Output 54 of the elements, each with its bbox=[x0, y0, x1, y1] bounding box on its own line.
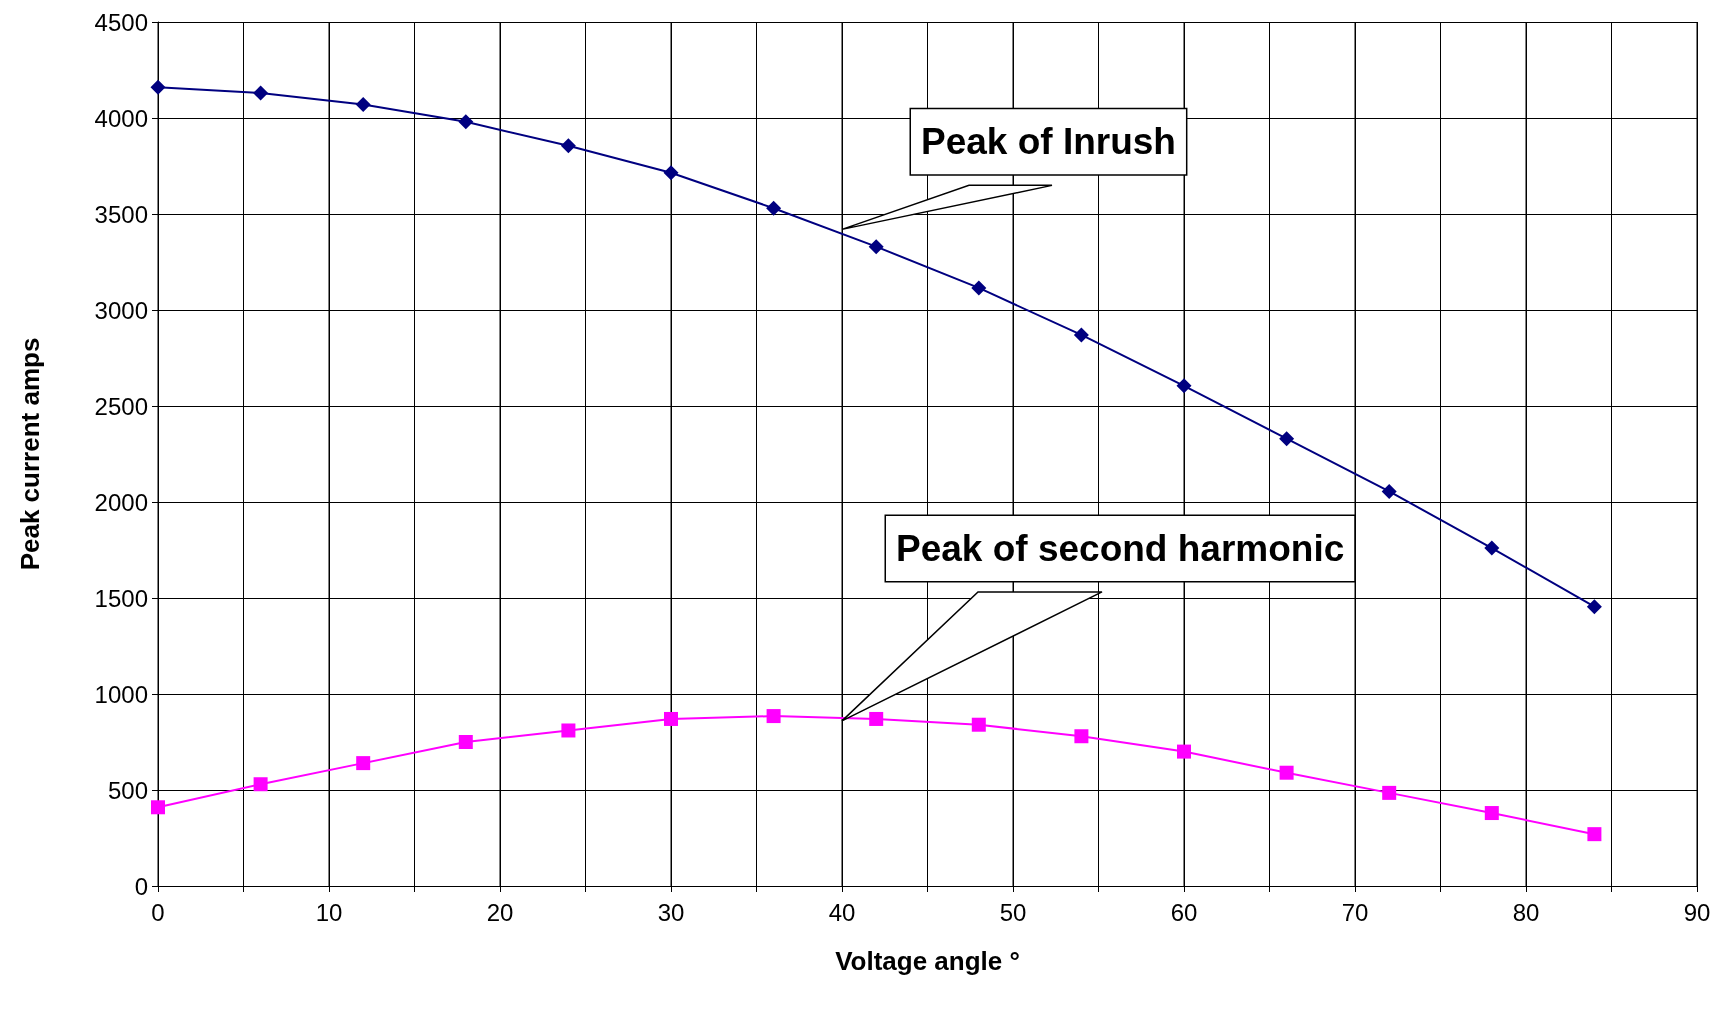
point bbox=[561, 723, 576, 738]
y-axis-title: Peak current amps bbox=[15, 337, 45, 571]
x-tick-label: 30 bbox=[657, 898, 685, 926]
point bbox=[1382, 785, 1397, 800]
point bbox=[1176, 378, 1192, 394]
point bbox=[1279, 765, 1294, 780]
point bbox=[869, 711, 884, 726]
point bbox=[868, 239, 884, 255]
x-tick-label: 70 bbox=[1341, 898, 1369, 926]
point bbox=[1074, 729, 1089, 744]
x-tick-label: 20 bbox=[486, 898, 514, 926]
y-tick-label: 3500 bbox=[94, 200, 148, 228]
annotation: Peak of Inrush bbox=[921, 121, 1176, 163]
x-tick-label: 60 bbox=[1170, 898, 1198, 926]
point bbox=[971, 280, 987, 296]
point bbox=[1073, 327, 1089, 343]
x-tick-label: 0 bbox=[151, 898, 165, 926]
point bbox=[458, 735, 473, 749]
x-axis-title: Voltage angle ° bbox=[835, 946, 1020, 976]
point bbox=[1484, 540, 1500, 556]
point bbox=[1177, 744, 1191, 759]
y-tick-label: 500 bbox=[107, 776, 148, 804]
x-tick-label: 80 bbox=[1512, 898, 1540, 926]
x-tick-label: 90 bbox=[1683, 898, 1711, 926]
point bbox=[1587, 827, 1602, 842]
point bbox=[150, 79, 166, 95]
x-tick-label: 40 bbox=[828, 898, 856, 926]
y-tick-label: 1500 bbox=[94, 584, 148, 612]
point bbox=[1279, 431, 1295, 447]
point bbox=[355, 97, 371, 113]
x-tick-label: 10 bbox=[315, 898, 343, 926]
point bbox=[766, 200, 782, 216]
point bbox=[664, 711, 678, 726]
point bbox=[253, 85, 269, 101]
annotation: Peak of second harmonic bbox=[896, 527, 1345, 569]
point bbox=[1381, 483, 1397, 499]
point bbox=[971, 717, 986, 732]
y-tick-label: 3000 bbox=[94, 296, 148, 324]
y-tick-label: 1000 bbox=[94, 680, 148, 708]
point bbox=[560, 138, 576, 154]
point bbox=[766, 709, 781, 724]
point bbox=[356, 756, 371, 771]
y-tick-label: 4500 bbox=[94, 8, 148, 36]
point bbox=[1586, 599, 1602, 615]
point bbox=[663, 165, 679, 181]
y-tick-label: 2500 bbox=[94, 392, 148, 420]
y-tick-label: 2000 bbox=[94, 488, 148, 516]
y-tick-label: 0 bbox=[134, 872, 148, 900]
point bbox=[253, 777, 268, 792]
y-tick-label: 4000 bbox=[94, 104, 148, 132]
point bbox=[458, 114, 474, 130]
point bbox=[1484, 806, 1499, 821]
point bbox=[151, 800, 165, 815]
x-tick-label: 50 bbox=[999, 898, 1027, 926]
